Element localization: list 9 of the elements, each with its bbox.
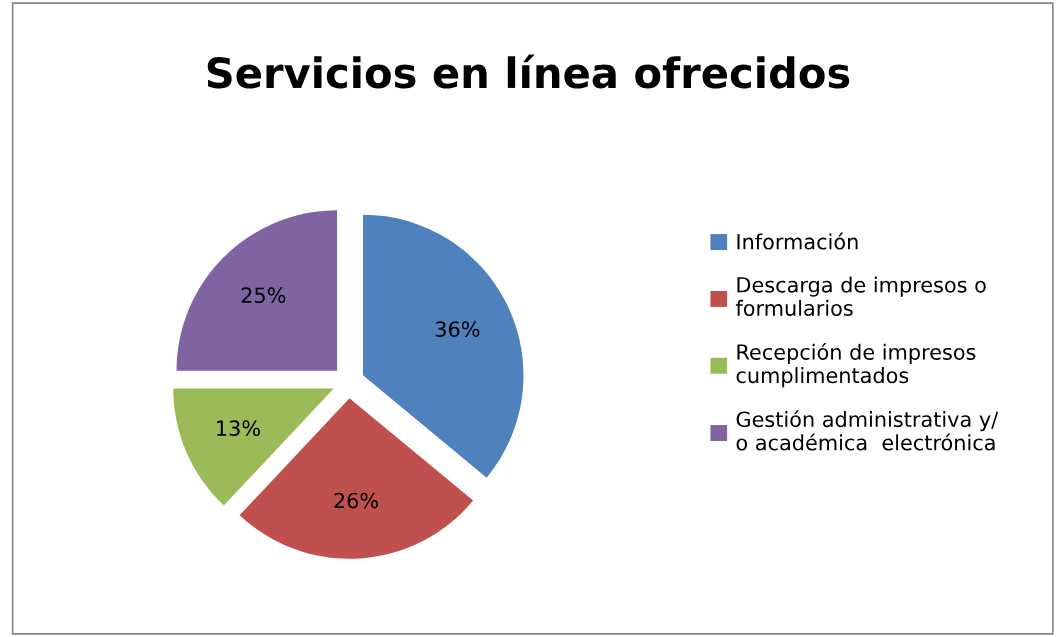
data-label: 26% xyxy=(334,492,379,509)
legend-label: Recepción de impresos cumplimentados xyxy=(736,342,976,388)
legend-label: Descarga de impresos o formularios xyxy=(735,276,986,316)
data-label: 36% xyxy=(435,321,480,337)
legend-label: Información xyxy=(737,232,858,250)
data-label: 25% xyxy=(241,287,286,304)
chart-title: Servicios en línea ofrecidos xyxy=(207,54,850,89)
data-label: 13% xyxy=(217,420,260,437)
legend-label: Gestión administrativa y/ o académica electrónica xyxy=(736,410,999,451)
